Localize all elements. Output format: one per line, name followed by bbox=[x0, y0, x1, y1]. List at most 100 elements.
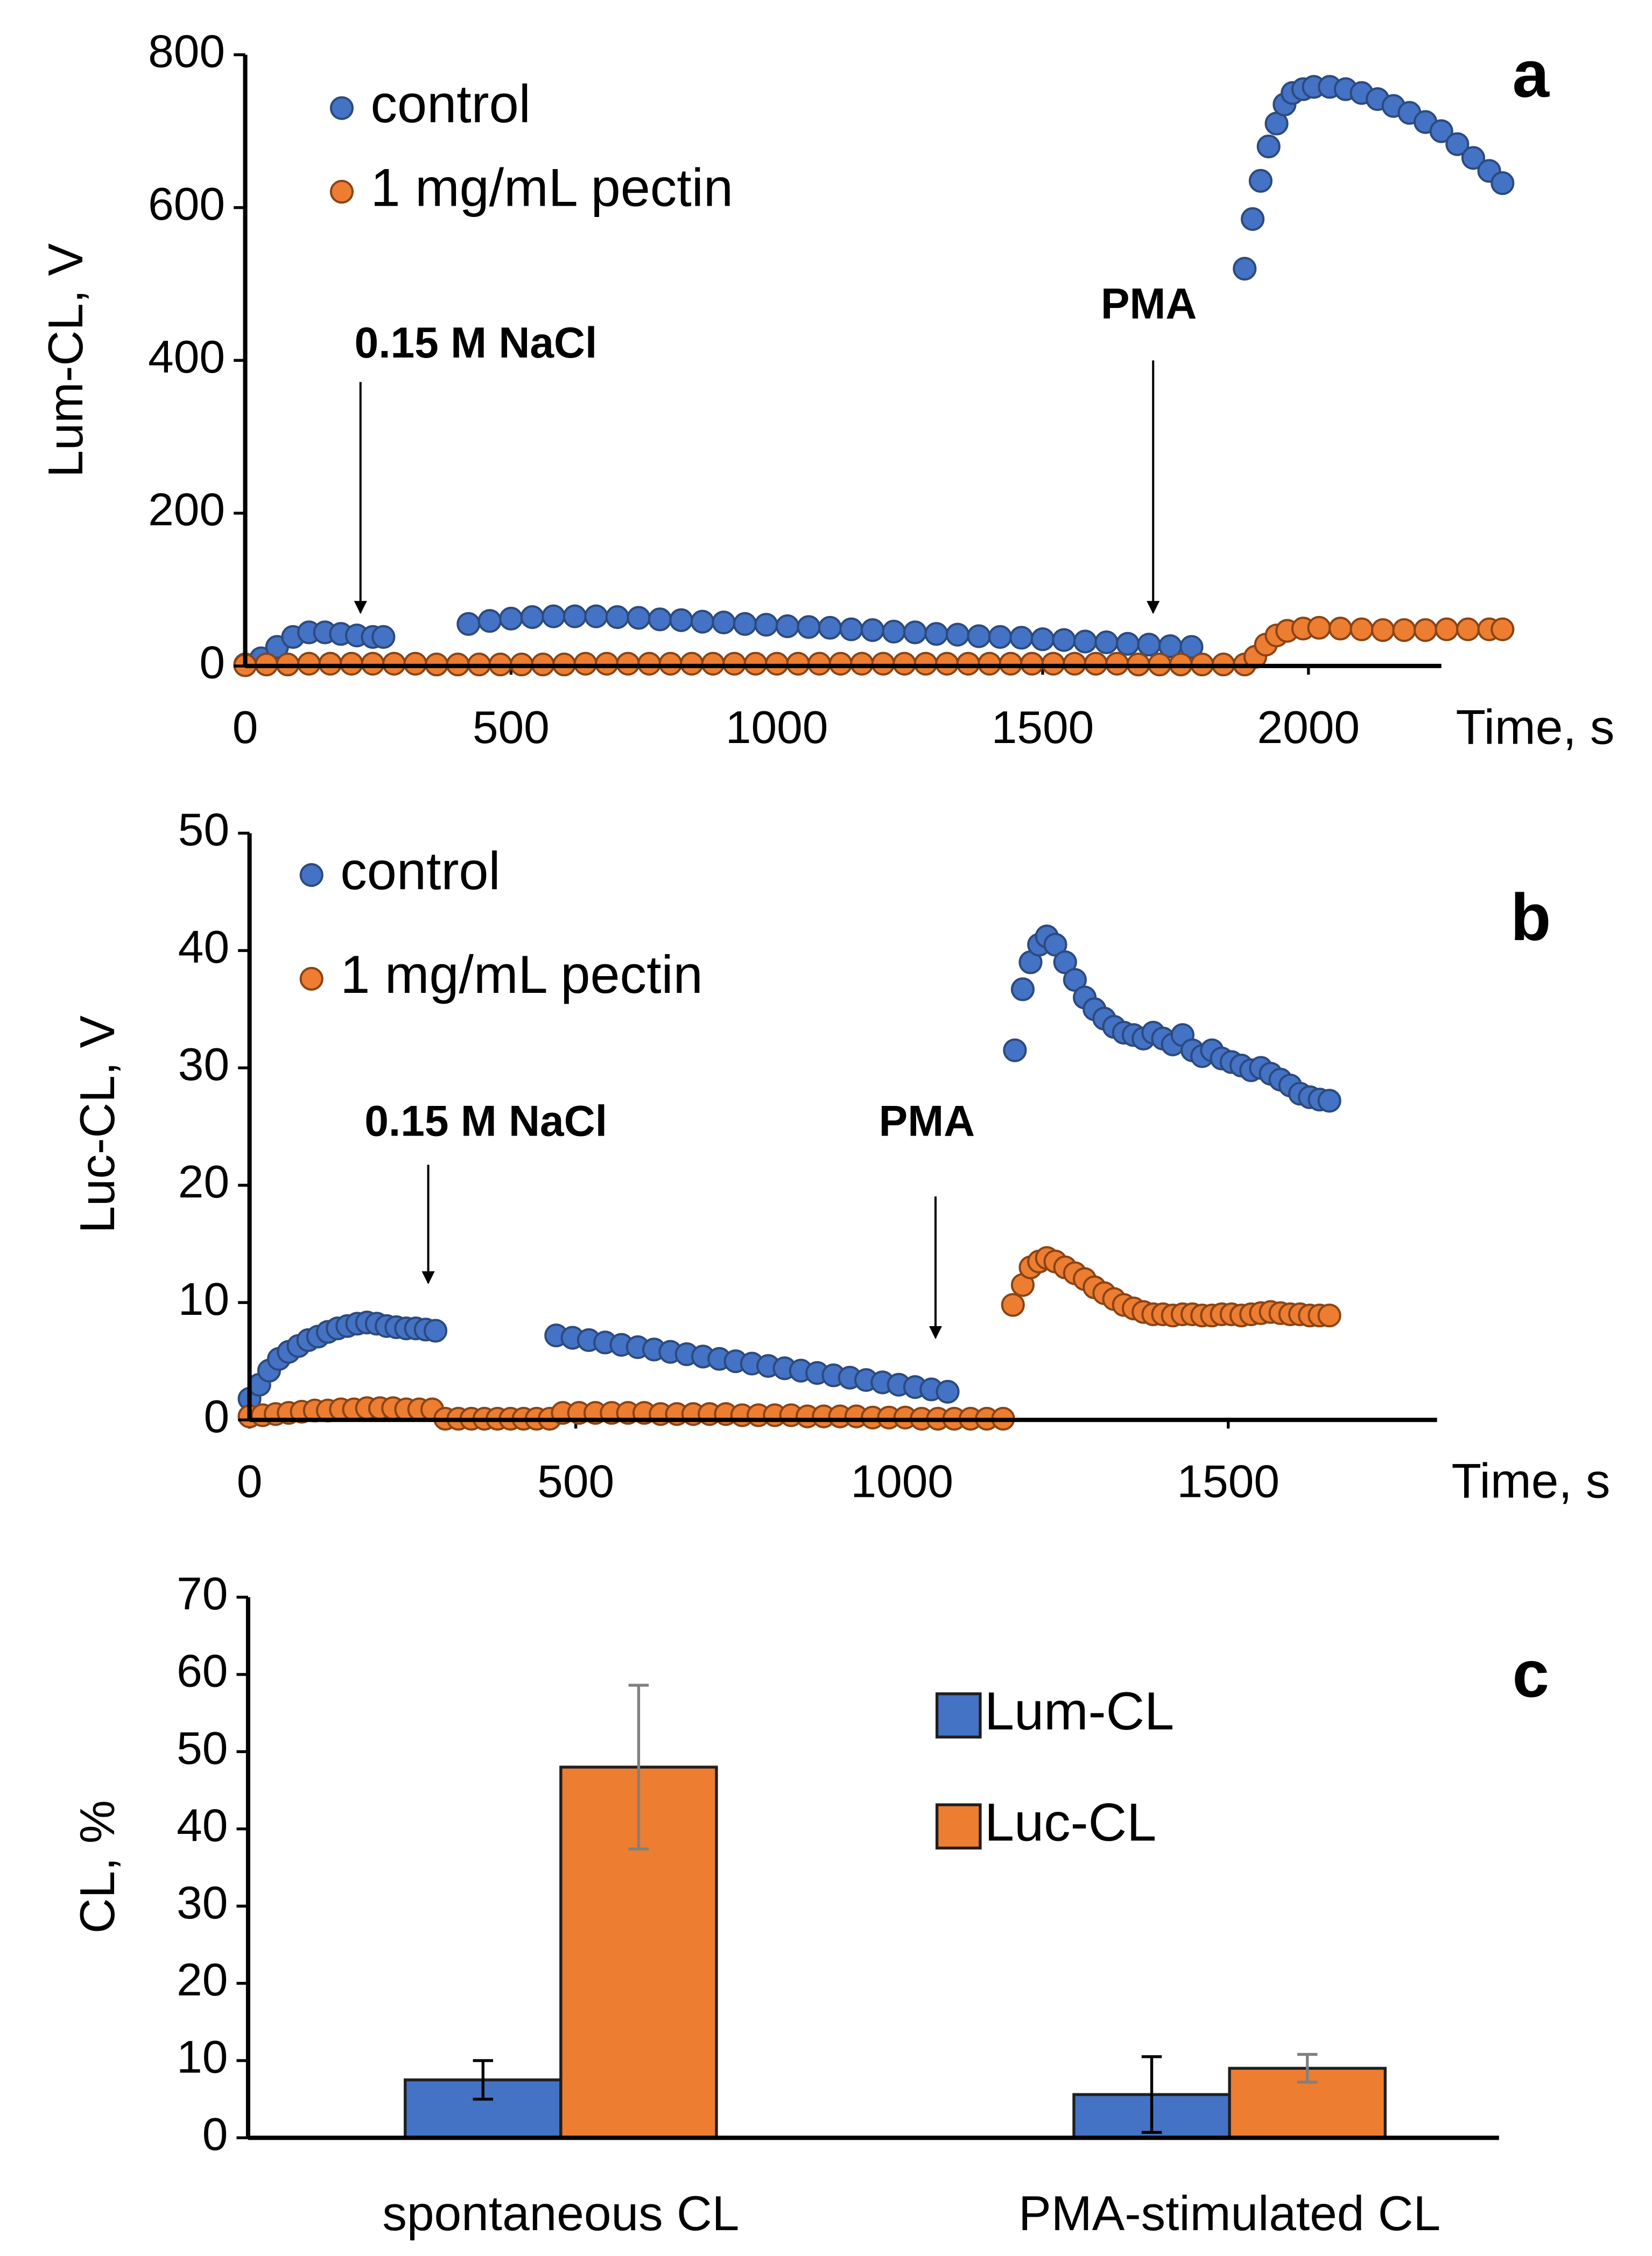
y-tick-label: 800 bbox=[148, 25, 225, 77]
y-tick-label: 20 bbox=[177, 1954, 228, 2006]
x-tick-label: 2000 bbox=[1257, 702, 1360, 753]
data-point bbox=[605, 605, 629, 629]
data-point bbox=[936, 1379, 960, 1404]
annotation: 0.15 M NaCl bbox=[364, 1097, 607, 1146]
data-point bbox=[1349, 617, 1374, 641]
y-tick-label: 60 bbox=[177, 1645, 228, 1697]
legend-marker bbox=[299, 966, 324, 991]
data-point bbox=[1030, 627, 1055, 651]
x-tick-label: PMA-stimulated CL bbox=[1018, 2187, 1440, 2241]
y-axis-label: Lum-CL, V bbox=[39, 243, 93, 478]
data-point bbox=[712, 610, 736, 635]
y-tick-label: 20 bbox=[178, 1156, 229, 1208]
y-tick-label: 200 bbox=[148, 484, 225, 536]
data-point bbox=[1429, 119, 1453, 143]
y-tick-label: 10 bbox=[178, 1273, 229, 1325]
y-tick-label: 30 bbox=[178, 1039, 229, 1090]
data-point bbox=[382, 651, 406, 676]
legend-label: control bbox=[370, 74, 530, 134]
legend-label: Lum-CL bbox=[985, 1681, 1174, 1741]
data-point bbox=[658, 651, 683, 676]
data-point bbox=[765, 651, 789, 676]
data-point bbox=[828, 651, 853, 676]
y-tick-label: 10 bbox=[177, 2031, 228, 2083]
x-tick-label: 0 bbox=[233, 702, 258, 753]
data-point bbox=[297, 651, 321, 676]
error-bar bbox=[628, 1684, 649, 1851]
data-point bbox=[1020, 651, 1044, 676]
x-tick-label: 0 bbox=[237, 1455, 263, 1507]
data-point bbox=[1084, 651, 1108, 676]
data-point bbox=[318, 651, 342, 676]
data-point bbox=[1491, 617, 1515, 641]
data-point bbox=[903, 620, 927, 644]
error-bar bbox=[1141, 2055, 1162, 2134]
data-point bbox=[648, 607, 672, 632]
y-tick-label: 30 bbox=[177, 1877, 228, 1929]
data-point bbox=[371, 625, 396, 649]
y-tick-label: 400 bbox=[148, 331, 225, 383]
data-point bbox=[743, 651, 768, 676]
x-axis-label: Time, s bbox=[1456, 700, 1614, 754]
panel-label: b bbox=[1510, 881, 1551, 955]
x-tick-label: spontaneous CL bbox=[382, 2187, 739, 2241]
x-tick-label: 1000 bbox=[850, 1455, 953, 1507]
legend-marker bbox=[935, 1803, 982, 1849]
data-point bbox=[722, 651, 747, 676]
y-tick-label: 50 bbox=[178, 804, 229, 856]
data-point bbox=[361, 651, 385, 676]
data-point bbox=[988, 625, 1013, 649]
y-axis-label: CL, % bbox=[71, 1800, 125, 1933]
data-point bbox=[403, 651, 427, 676]
data-point bbox=[499, 606, 523, 631]
y-tick-label: 600 bbox=[148, 178, 225, 230]
data-point bbox=[860, 618, 885, 642]
data-point bbox=[477, 609, 502, 633]
data-point bbox=[1392, 618, 1416, 642]
data-point bbox=[595, 651, 619, 676]
data-point bbox=[1115, 632, 1140, 656]
data-point bbox=[669, 608, 693, 632]
data-point bbox=[882, 619, 906, 644]
data-point bbox=[1370, 618, 1395, 642]
data-point bbox=[1009, 626, 1034, 650]
y-tick-label: 40 bbox=[178, 921, 229, 973]
data-point bbox=[637, 651, 662, 676]
legend-marker bbox=[935, 1692, 982, 1739]
y-tick-label: 50 bbox=[177, 1722, 228, 1774]
data-point bbox=[1179, 635, 1204, 659]
data-point bbox=[1241, 207, 1265, 231]
error-bar bbox=[473, 2059, 494, 2101]
data-point bbox=[871, 651, 895, 676]
data-point bbox=[542, 604, 566, 628]
data-point bbox=[1435, 617, 1459, 641]
annotation: PMA bbox=[1101, 279, 1197, 328]
x-tick-label: 1500 bbox=[992, 702, 1094, 753]
data-point bbox=[1094, 630, 1119, 655]
error-bar bbox=[1297, 2052, 1318, 2084]
data-point bbox=[1413, 618, 1438, 642]
data-point bbox=[1491, 171, 1515, 195]
data-point bbox=[924, 622, 948, 646]
data-point bbox=[1073, 629, 1098, 654]
data-point bbox=[786, 651, 810, 676]
data-point bbox=[999, 651, 1023, 676]
data-point bbox=[627, 606, 651, 630]
data-point bbox=[1053, 950, 1077, 975]
x-tick-label: 1000 bbox=[726, 702, 828, 753]
data-point bbox=[956, 651, 980, 676]
data-point bbox=[935, 651, 959, 676]
x-tick-label: 1500 bbox=[1177, 1455, 1280, 1507]
data-point bbox=[690, 609, 714, 634]
data-point bbox=[775, 614, 800, 639]
data-point bbox=[456, 612, 481, 636]
data-point bbox=[616, 651, 640, 676]
annotation: 0.15 M NaCl bbox=[355, 319, 597, 367]
legend-label: control bbox=[340, 840, 500, 900]
legend-label: Luc-CL bbox=[985, 1792, 1156, 1852]
legend-marker bbox=[329, 96, 354, 120]
data-point bbox=[945, 622, 970, 647]
y-tick-label: 0 bbox=[202, 2108, 228, 2160]
legend-label: 1 mg/mL pectin bbox=[340, 944, 702, 1004]
